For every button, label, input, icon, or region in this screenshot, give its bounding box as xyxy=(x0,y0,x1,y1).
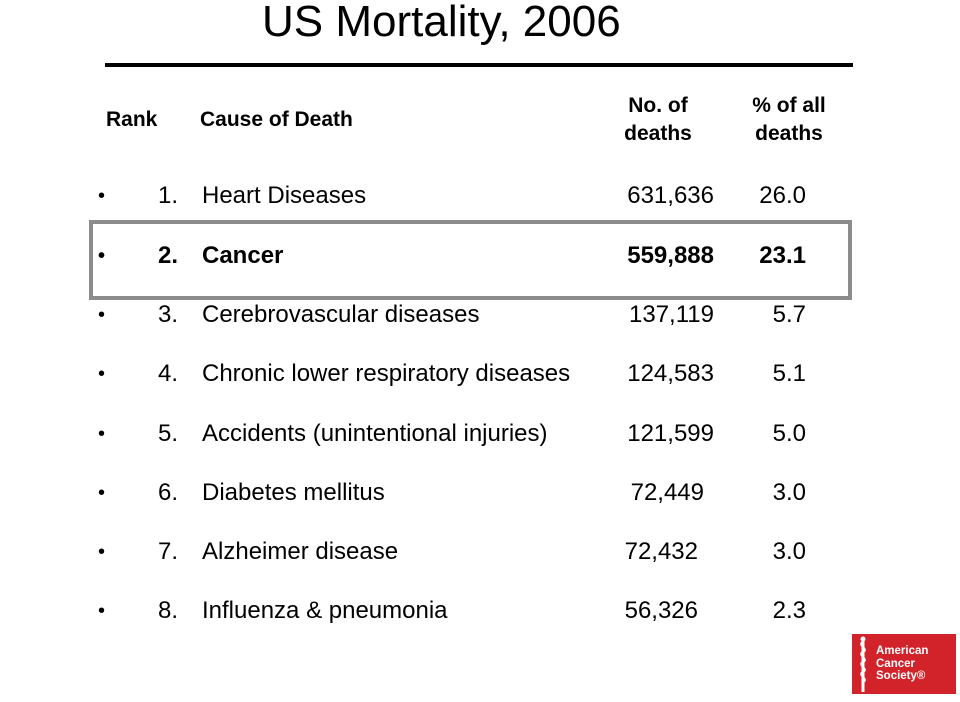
row-percent: 5.1 xyxy=(772,360,806,387)
row-rank: 7. xyxy=(157,538,178,565)
row-percent: 5.7 xyxy=(772,301,806,328)
row-deaths: 72,449 xyxy=(630,479,704,506)
slide-title: US Mortality, 2006 xyxy=(262,0,621,46)
logo-line-2: Cancer xyxy=(876,657,915,670)
header-number-line2: deaths xyxy=(624,122,692,145)
row-rank: 1. xyxy=(157,182,178,209)
header-cause-of-death: Cause of Death xyxy=(200,108,353,131)
row-deaths: 121,599 xyxy=(627,420,714,447)
highlight-box xyxy=(89,220,852,300)
bullet-icon: • xyxy=(98,600,106,622)
row-rank: 8. xyxy=(157,597,178,624)
row-cause: Influenza & pneumonia xyxy=(202,597,448,624)
header-rank: Rank xyxy=(106,108,158,131)
header-percent-of-deaths: % of all deaths xyxy=(748,92,830,148)
row-percent: 3.0 xyxy=(772,538,806,565)
row-cause: Alzheimer disease xyxy=(202,538,399,565)
row-deaths: 137,119 xyxy=(629,301,714,328)
row-deaths: 124,583 xyxy=(627,360,714,387)
title-underline xyxy=(105,63,853,67)
row-rank: 6. xyxy=(157,479,178,506)
row-rank: 4. xyxy=(157,360,178,387)
bullet-icon: • xyxy=(98,185,106,207)
header-percent-line1: % of all xyxy=(752,94,826,117)
bullet-icon: • xyxy=(98,423,106,445)
row-deaths: 72,432 xyxy=(624,538,698,565)
row-percent: 5.0 xyxy=(772,420,806,447)
table-row: • 4. Chronic lower respiratory diseases … xyxy=(0,356,960,392)
logo-wordmark: American Cancer Society® xyxy=(876,645,928,683)
row-cause: Diabetes mellitus xyxy=(202,479,385,506)
table-row: • 5. Accidents (unintentional injuries) … xyxy=(0,416,960,452)
bullet-icon: • xyxy=(98,482,106,504)
header-percent-line2: deaths xyxy=(755,122,823,145)
logo-line-3: Society® xyxy=(876,670,926,682)
bullet-icon: • xyxy=(98,304,106,326)
staff-snake-icon xyxy=(860,636,866,692)
bullet-icon: • xyxy=(98,541,106,563)
row-cause: Chronic lower respiratory diseases xyxy=(202,360,571,387)
table-row: • 3. Cerebrovascular diseases 137,119 5.… xyxy=(0,297,960,333)
row-rank: 2. xyxy=(157,242,178,269)
table-row: • 8. Influenza & pneumonia 56,326 2.3 xyxy=(0,593,960,629)
row-cause: Cerebrovascular diseases xyxy=(202,301,480,328)
header-number-of-deaths: No. of deaths xyxy=(620,92,696,148)
table-row-highlighted: • 2. Cancer 559,888 23.1 xyxy=(0,238,960,274)
row-cause: Heart Diseases xyxy=(202,182,367,209)
american-cancer-society-logo: American Cancer Society® xyxy=(852,634,956,694)
header-number-line1: No. of xyxy=(628,94,688,117)
row-rank: 5. xyxy=(157,420,178,447)
logo-line-1: American xyxy=(876,645,929,657)
row-deaths: 559,888 xyxy=(627,242,714,269)
row-percent: 3.0 xyxy=(772,479,806,506)
table-row: • 7. Alzheimer disease 72,432 3.0 xyxy=(0,534,960,570)
row-deaths: 56,326 xyxy=(624,597,698,624)
row-percent: 26.0 xyxy=(759,182,806,209)
row-percent: 2.3 xyxy=(772,597,806,624)
bullet-icon: • xyxy=(98,245,106,267)
row-cause: Accidents (unintentional injuries) xyxy=(202,420,548,447)
row-rank: 3. xyxy=(157,301,178,328)
row-cause: Cancer xyxy=(202,242,284,269)
bullet-icon: • xyxy=(98,363,106,385)
row-percent: 23.1 xyxy=(759,242,806,269)
table-row: • 1. Heart Diseases 631,636 26.0 xyxy=(0,178,960,214)
table-row: • 6. Diabetes mellitus 72,449 3.0 xyxy=(0,475,960,511)
row-deaths: 631,636 xyxy=(627,182,714,209)
